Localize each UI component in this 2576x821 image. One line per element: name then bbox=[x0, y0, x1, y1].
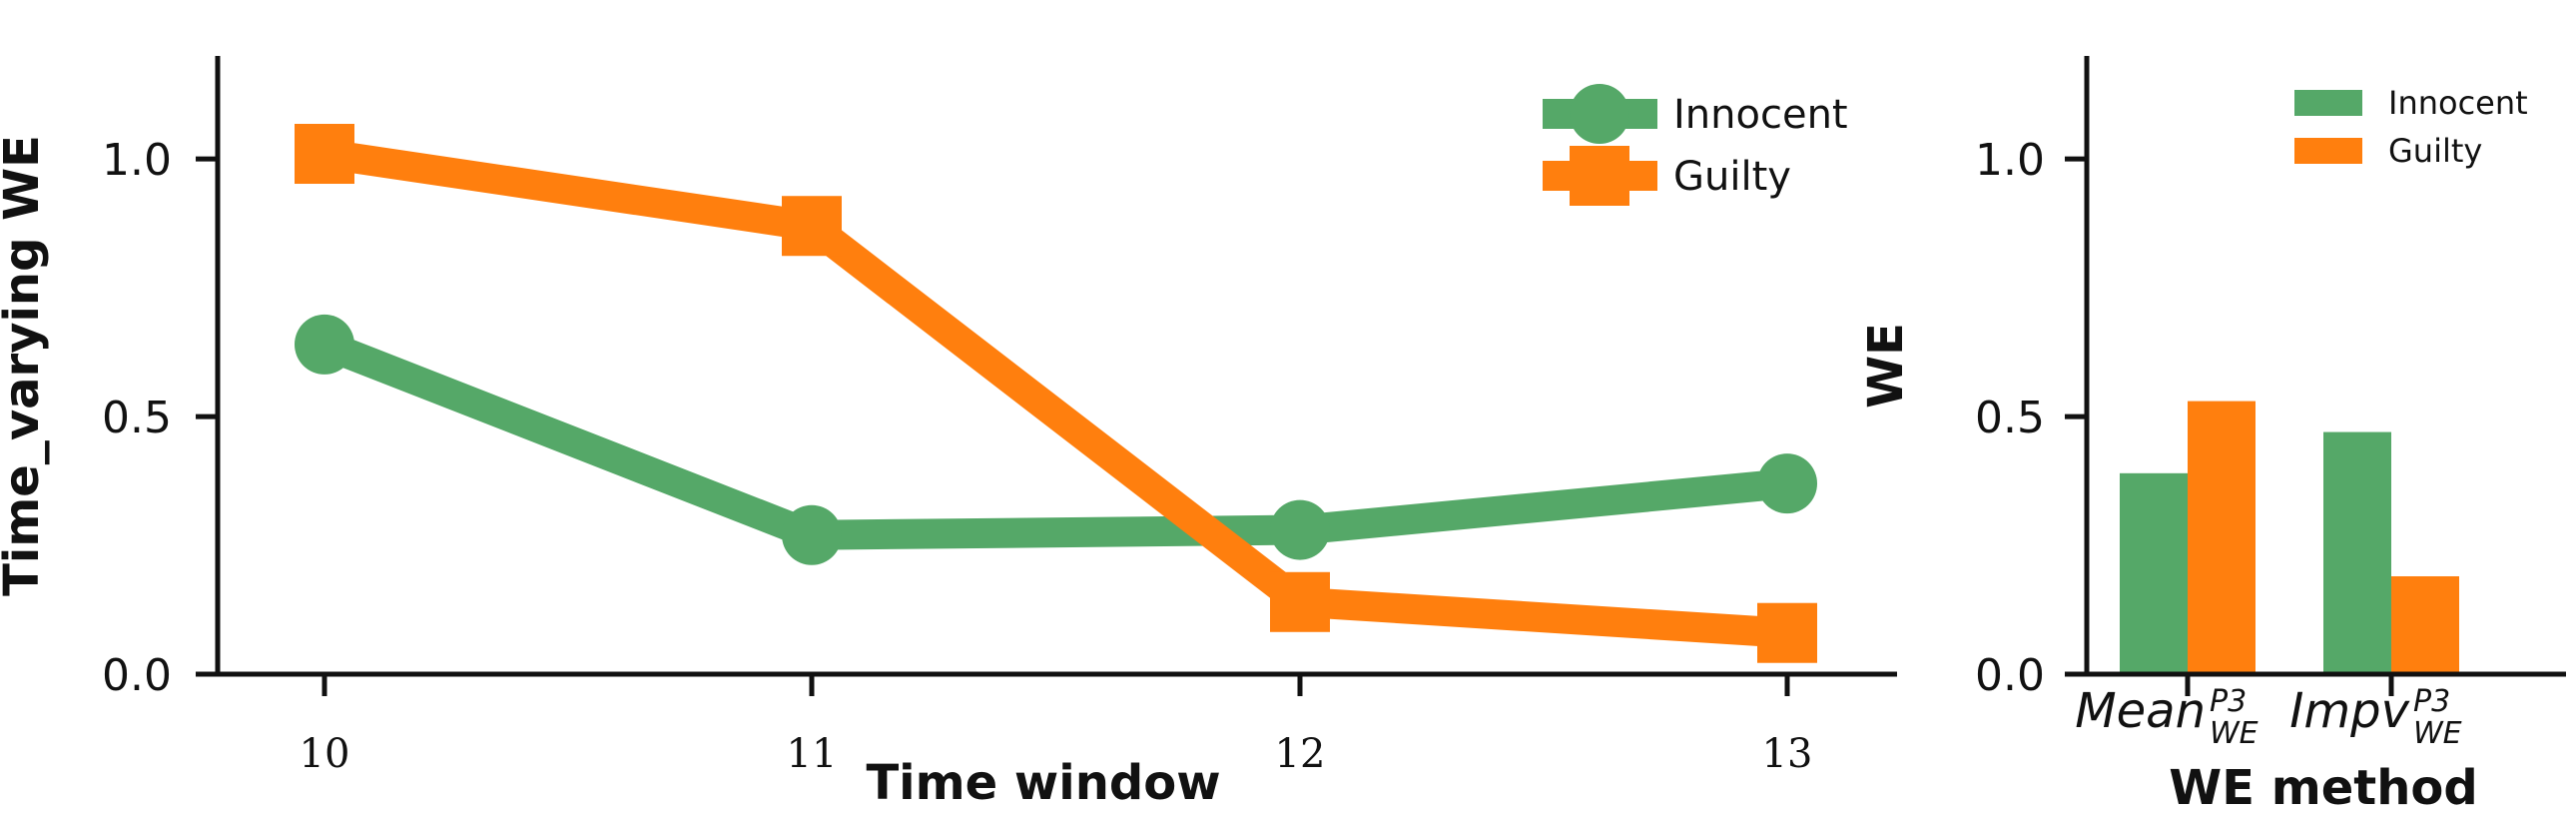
legend-guilty-marker bbox=[1570, 146, 1629, 206]
x-tick-label: 12 bbox=[1275, 731, 1326, 777]
x-tick-subscript: WE bbox=[2413, 716, 2462, 751]
line-chart-x-axis-title: Time window bbox=[866, 755, 1220, 811]
legend-guilty-label: Guilty bbox=[1673, 154, 1791, 200]
line-chart-panel: 0.0 0.5 1.0 10 11 12 13 Time window Time_vary… bbox=[0, 56, 1897, 811]
legend-guilty-label: Guilty bbox=[2388, 132, 2482, 170]
y-tick-label: 0.5 bbox=[102, 393, 172, 443]
x-tick-subscript: WE bbox=[2210, 716, 2258, 751]
data-point-guilty bbox=[1757, 602, 1817, 663]
bar-chart-legend: Innocent Guilty bbox=[2294, 84, 2528, 170]
line-chart-y-ticks: 0.0 0.5 1.0 bbox=[102, 135, 218, 701]
y-tick-label: 0.0 bbox=[102, 650, 172, 701]
x-tick-label: 13 bbox=[1762, 731, 1813, 777]
legend-innocent-label: Innocent bbox=[2388, 84, 2528, 122]
bar-chart-plot-area bbox=[2120, 401, 2459, 674]
line-chart-plot-area bbox=[295, 124, 1817, 663]
bar-chart-y-axis-title: WE bbox=[1858, 323, 1914, 409]
legend-guilty-swatch bbox=[2294, 138, 2362, 164]
data-point-guilty bbox=[782, 196, 842, 257]
line-chart-x-ticks: 10 11 12 13 bbox=[300, 674, 1813, 777]
data-point-guilty bbox=[1270, 571, 1330, 632]
x-tick-label: Mean bbox=[2075, 683, 2206, 739]
x-tick-label: 11 bbox=[787, 731, 838, 777]
line-chart-legend: Innocent Guilty bbox=[1543, 84, 1848, 206]
data-point-innocent bbox=[295, 314, 354, 375]
bar-chart-y-ticks: 0.0 0.5 1.0 bbox=[1975, 135, 2087, 701]
bar-guilty bbox=[2391, 575, 2459, 674]
legend-innocent-marker bbox=[1570, 84, 1629, 144]
bar-chart-x-axis-title: WE method bbox=[2169, 760, 2477, 816]
data-point-innocent bbox=[782, 504, 842, 565]
data-point-guilty bbox=[295, 124, 354, 185]
series-line-innocent bbox=[319, 330, 1789, 550]
legend-innocent-label: Innocent bbox=[1673, 92, 1848, 138]
y-tick-label: 0.0 bbox=[1975, 650, 2045, 701]
y-tick-label: 1.0 bbox=[102, 135, 172, 186]
bar-innocent bbox=[2120, 472, 2188, 674]
x-tick-superscript: P3 bbox=[2210, 684, 2247, 719]
line-chart-y-axis-title: Time_varying WE bbox=[0, 135, 50, 596]
series-line-guilty bbox=[322, 139, 1788, 648]
bar-guilty bbox=[2188, 401, 2255, 674]
y-tick-label: 1.0 bbox=[1975, 135, 2045, 186]
x-tick-label: Impv bbox=[2289, 683, 2409, 739]
data-point-innocent bbox=[1270, 499, 1330, 560]
x-tick-label: 10 bbox=[300, 731, 350, 777]
data-point-innocent bbox=[1757, 453, 1817, 514]
bar-innocent bbox=[2323, 431, 2391, 674]
x-tick-superscript: P3 bbox=[2413, 684, 2450, 719]
y-tick-label: 0.5 bbox=[1975, 393, 2045, 443]
legend-innocent-swatch bbox=[2294, 90, 2362, 116]
